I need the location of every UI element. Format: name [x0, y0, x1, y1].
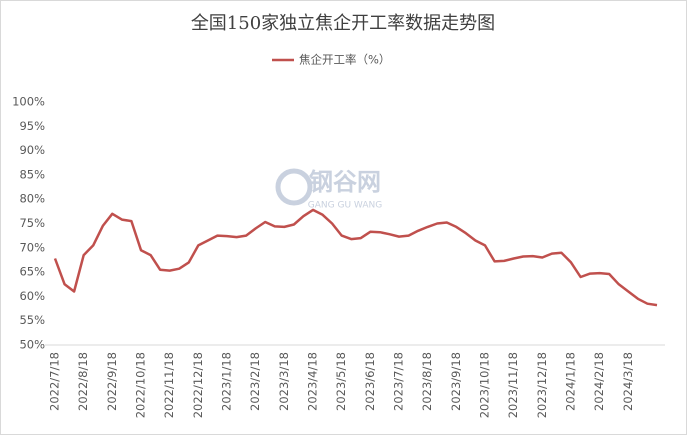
watermark-sub: GANG GU WANG: [308, 201, 382, 211]
y-tick-label: 70%: [19, 240, 45, 254]
x-tick-label: 2023/7/18: [392, 352, 406, 411]
x-tick-label: 2024/3/18: [621, 352, 635, 411]
x-tick-label: 2023/6/18: [363, 352, 377, 411]
y-tick-label: 60%: [19, 289, 45, 303]
y-tick-label: 100%: [12, 95, 45, 109]
watermark-logo: [275, 168, 313, 206]
x-tick-label: 2022/12/18: [191, 352, 205, 418]
x-tick-label: 2023/8/18: [420, 352, 434, 411]
x-tick-label: 2023/12/18: [535, 352, 549, 418]
x-tick-label: 2023/9/18: [449, 352, 463, 411]
x-tick-label: 2022/11/18: [162, 352, 176, 418]
x-tick-label: 2023/2/18: [248, 352, 262, 411]
y-tick-label: 75%: [19, 216, 45, 230]
chart-title: 全国150家独立焦企开工率数据走势图: [191, 13, 495, 34]
x-tick-label: 2023/11/18: [506, 352, 520, 418]
x-tick-label: 2022/8/18: [76, 352, 90, 411]
series-line: [53, 208, 658, 307]
y-tick-label: 50%: [19, 338, 45, 352]
y-tick-label: 90%: [19, 143, 45, 157]
x-tick-label: 2022/10/18: [134, 352, 148, 418]
x-tick-label: 2023/3/18: [277, 352, 291, 411]
x-tick-label: 2024/2/18: [592, 352, 606, 411]
y-tick-label: 85%: [19, 167, 45, 181]
y-tick-label: 55%: [19, 313, 45, 327]
x-tick-label: 2022/9/18: [105, 352, 119, 411]
watermark: 钢谷网: [309, 168, 381, 196]
x-tick-label: 2023/10/18: [478, 352, 492, 418]
x-tick-label: 2022/7/18: [48, 352, 62, 411]
x-tick-label: 2024/1/18: [564, 352, 578, 411]
x-tick-label: 2023/5/18: [334, 352, 348, 411]
x-tick-label: 2023/1/18: [220, 352, 234, 411]
legend-label: 焦企开工率（%）: [299, 53, 390, 67]
y-tick-label: 95%: [19, 119, 45, 133]
y-tick-label: 65%: [19, 265, 45, 279]
x-tick-label: 2023/4/18: [306, 352, 320, 411]
y-tick-label: 80%: [19, 192, 45, 206]
